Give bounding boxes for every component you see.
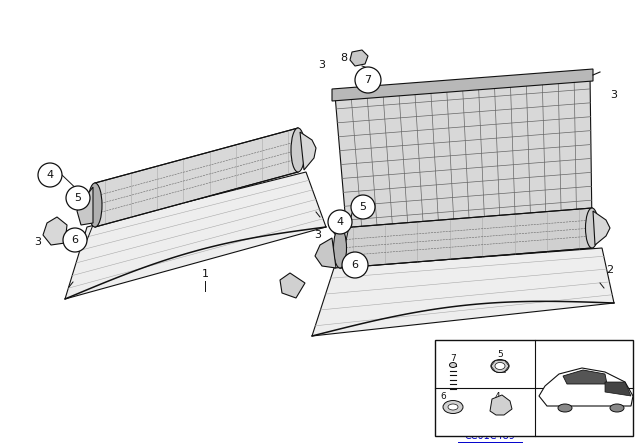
Text: 6: 6 [351,260,358,270]
Circle shape [38,163,62,187]
Ellipse shape [443,401,463,414]
Text: 3: 3 [611,90,618,100]
Polygon shape [312,248,614,336]
Ellipse shape [448,404,458,410]
Polygon shape [335,75,592,248]
Text: 2: 2 [607,265,614,275]
Text: 6: 6 [72,235,79,245]
Ellipse shape [333,228,346,268]
Polygon shape [315,238,336,268]
Ellipse shape [291,128,305,172]
Text: CC01C489: CC01C489 [465,431,515,441]
Polygon shape [280,273,305,298]
Text: 4: 4 [337,217,344,227]
Polygon shape [605,382,631,396]
Text: 3: 3 [314,230,321,240]
Polygon shape [95,128,298,227]
Polygon shape [563,370,607,384]
Ellipse shape [586,208,598,248]
Text: 4: 4 [495,392,500,401]
Polygon shape [332,69,593,101]
Text: 8: 8 [340,53,348,63]
Text: 7: 7 [364,75,372,85]
Circle shape [63,228,87,252]
Text: 4: 4 [47,170,54,180]
Polygon shape [77,187,93,225]
Text: 5: 5 [74,193,81,203]
Text: 5: 5 [497,350,503,359]
Circle shape [355,67,381,93]
Polygon shape [490,395,512,415]
Circle shape [66,186,90,210]
Polygon shape [539,368,633,406]
Text: 3: 3 [35,237,42,247]
Polygon shape [350,50,368,66]
Polygon shape [65,172,326,299]
Ellipse shape [491,359,509,372]
Ellipse shape [88,183,102,227]
Ellipse shape [449,362,456,367]
Circle shape [351,195,375,219]
Text: 6: 6 [440,392,445,401]
Text: 3: 3 [319,60,326,70]
Ellipse shape [495,362,505,370]
Ellipse shape [610,404,624,412]
Polygon shape [43,217,67,245]
Text: 1: 1 [202,269,209,279]
Circle shape [328,210,352,234]
Ellipse shape [558,404,572,412]
Bar [435,340,633,436]
Polygon shape [300,132,316,170]
Polygon shape [340,208,592,268]
Text: 7: 7 [450,354,456,363]
Text: 5: 5 [360,202,367,212]
Circle shape [342,252,368,278]
Polygon shape [593,211,610,245]
